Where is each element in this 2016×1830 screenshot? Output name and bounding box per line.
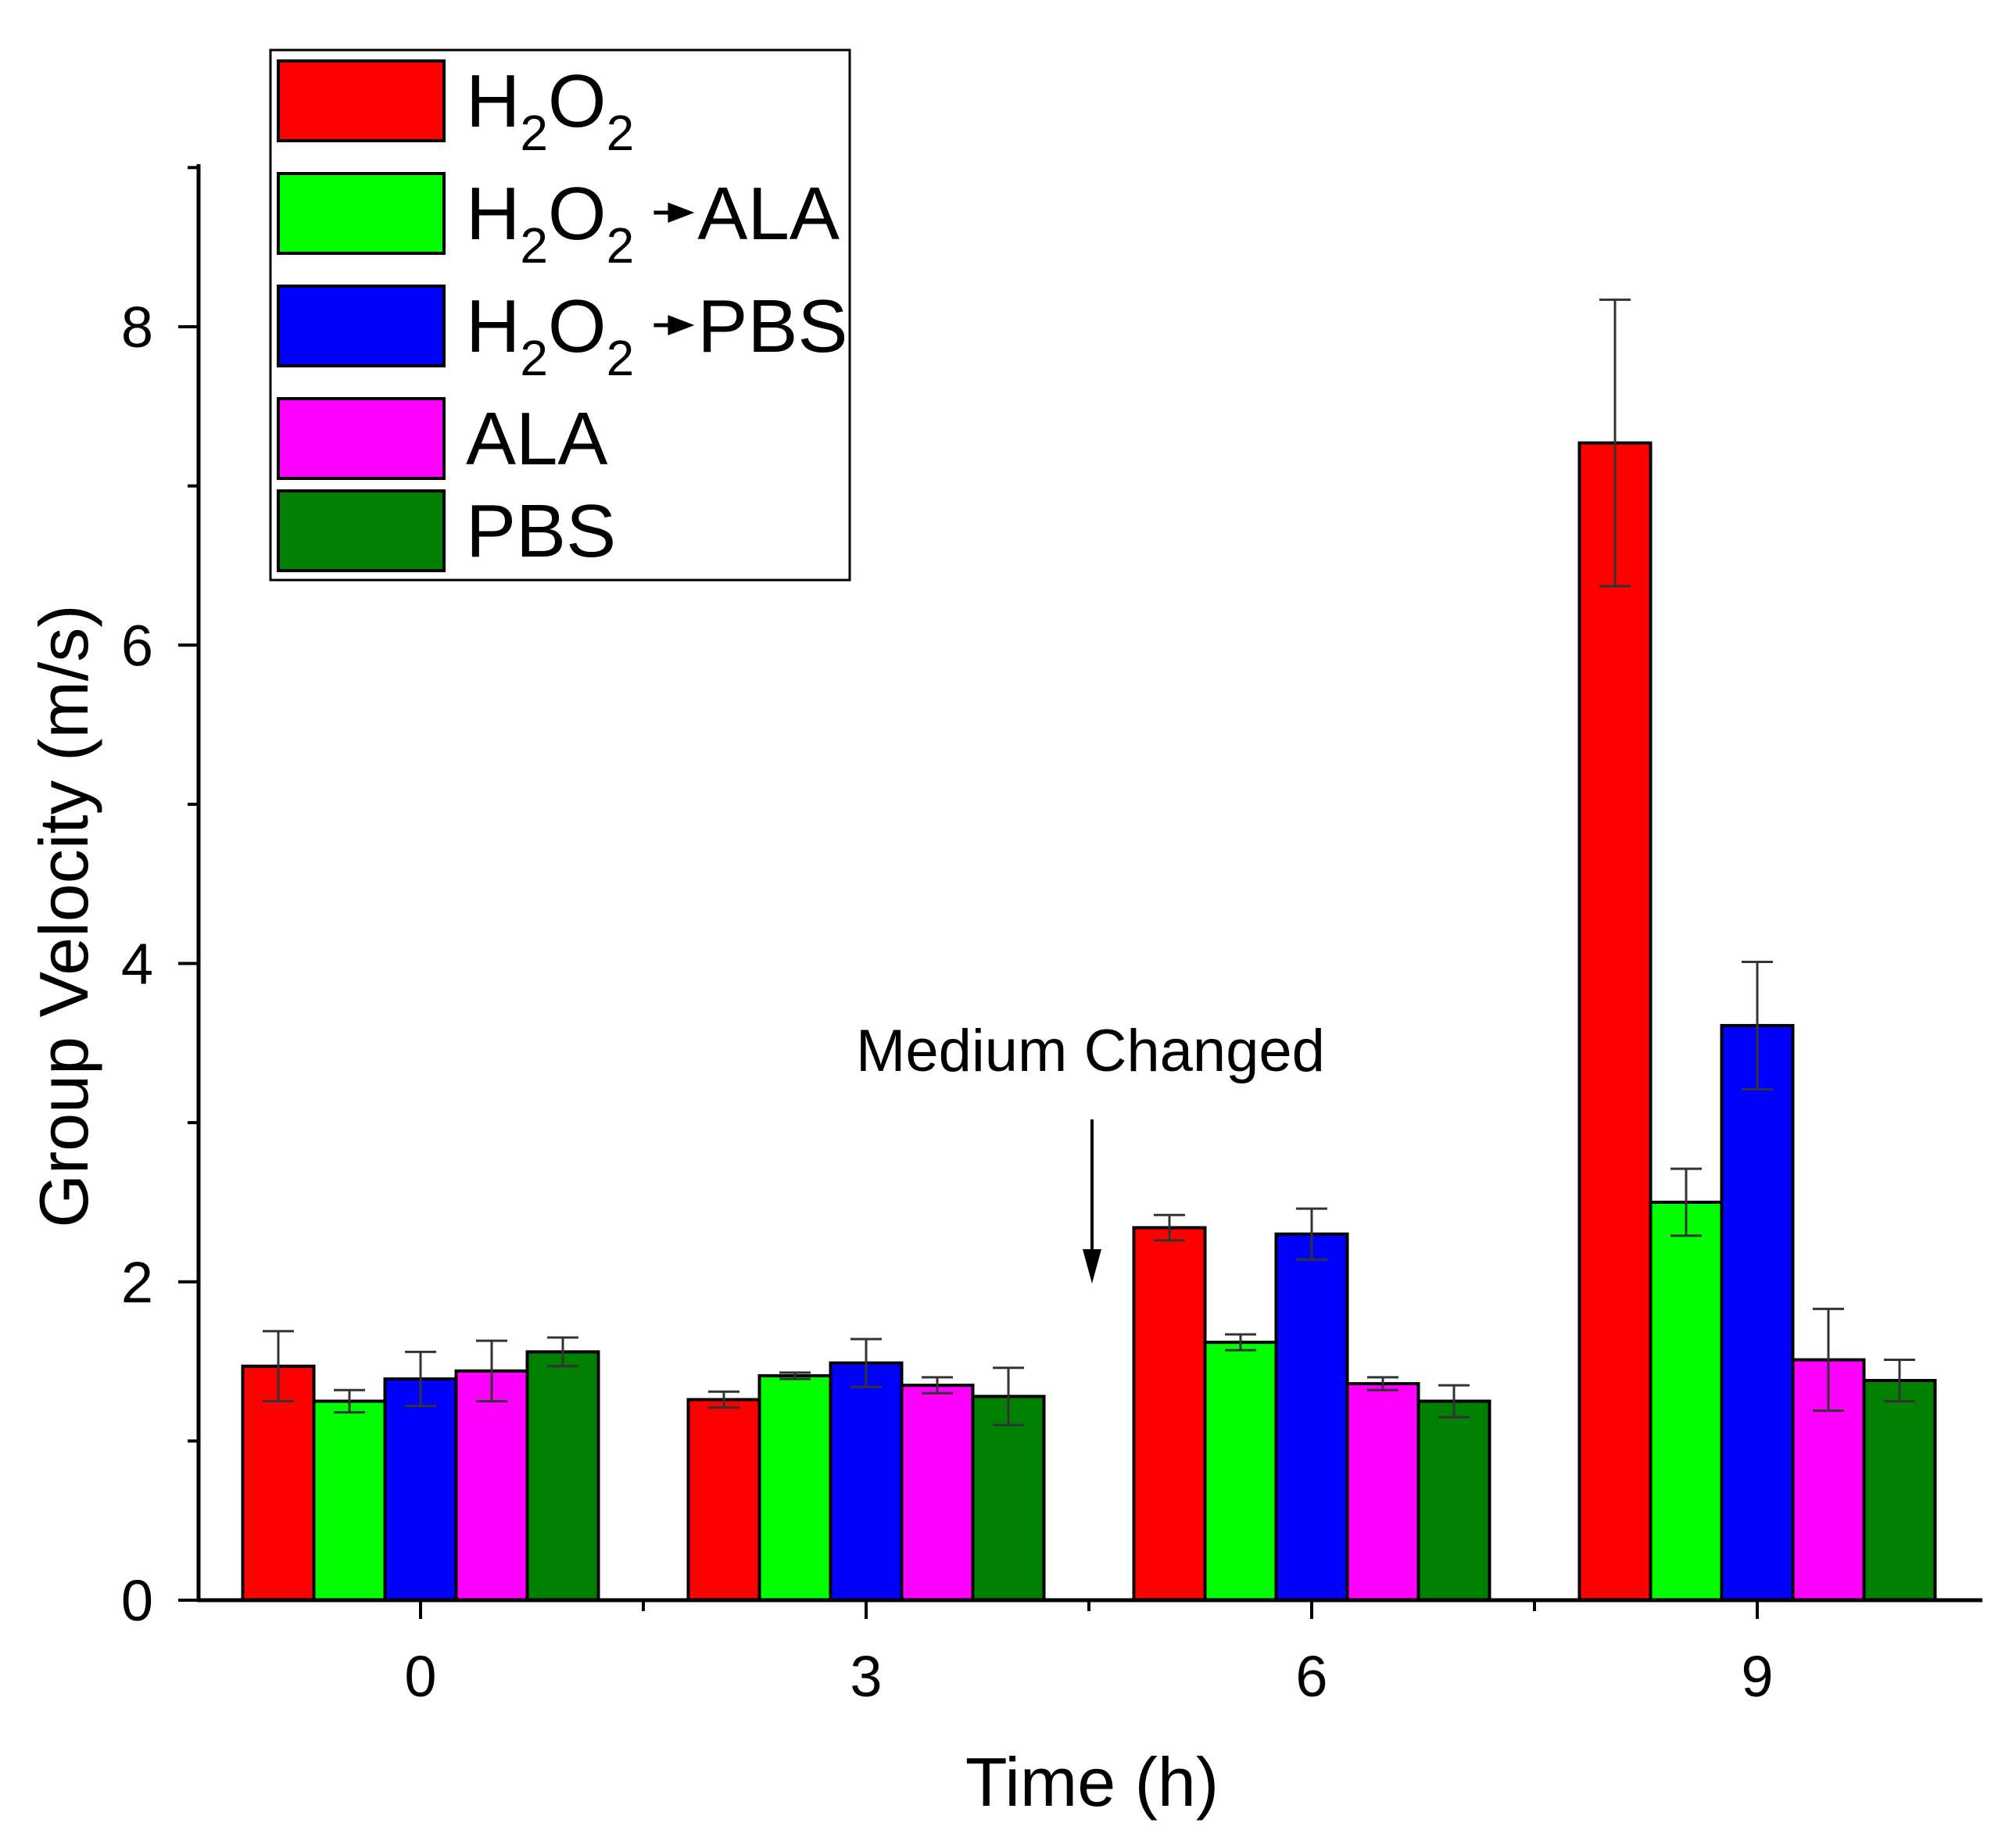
error-bar — [993, 1366, 1024, 1427]
legend-swatch — [277, 489, 446, 572]
bar-ala-t6 — [1345, 1382, 1420, 1602]
error-bar — [1884, 1359, 1915, 1402]
y-axis-title: Group Velocity (m/s) — [25, 604, 102, 1227]
y-tick-label: 8 — [121, 295, 153, 360]
error-bar — [708, 1390, 739, 1409]
y-tick-label: 4 — [121, 932, 153, 997]
bar-h2o2-t0 — [241, 1364, 316, 1602]
y-tick-label: 6 — [121, 613, 153, 678]
y-tick-label: 2 — [121, 1250, 153, 1315]
legend-label: H2O2 — [466, 285, 649, 386]
bar-ala-t0 — [454, 1369, 529, 1603]
annotation-text: Medium Changed — [856, 1018, 1325, 1084]
legend-entry: ALA — [277, 397, 607, 481]
legend-entry: PBS — [277, 489, 616, 573]
x-tick-label: 9 — [1741, 1644, 1773, 1709]
error-bar — [1813, 1307, 1844, 1413]
bar-ala-t3 — [900, 1384, 975, 1602]
legend-label: H2O2 — [466, 172, 649, 274]
legend-label-suffix: ALA — [697, 172, 839, 256]
legend-entry: H2O2 ALA — [277, 172, 840, 274]
error-bar — [1599, 298, 1631, 588]
error-bar — [922, 1376, 953, 1395]
error-bar — [1438, 1384, 1470, 1419]
error-bar — [1367, 1376, 1398, 1391]
bar-h2o2-pbs-t6 — [1274, 1232, 1349, 1602]
error-bar — [850, 1338, 882, 1388]
error-bar — [334, 1388, 365, 1414]
bar-h2o2-t9 — [1577, 441, 1653, 1602]
legend-label: H2O2 — [466, 59, 634, 161]
error-bar — [405, 1350, 436, 1408]
legend-label: PBS — [466, 489, 616, 573]
error-bar — [1154, 1213, 1185, 1242]
x-axis-title: Time (h) — [965, 1743, 1219, 1821]
legend-swatch — [277, 397, 446, 480]
error-bar — [1225, 1333, 1256, 1352]
error-bar — [547, 1336, 578, 1368]
bar-h2o2-pbs-t9 — [1720, 1023, 1795, 1602]
annotation: Medium Changed — [856, 1018, 1325, 1284]
error-bar — [476, 1339, 507, 1402]
bar-pbs-t0 — [525, 1350, 600, 1602]
legend-arrow-head — [668, 202, 695, 223]
legend-entry: H2O2 PBS — [277, 285, 848, 386]
error-bar — [779, 1371, 811, 1381]
legend-entry: H2O2 — [277, 59, 634, 161]
error-bar — [1296, 1207, 1327, 1261]
bar-h2o2-ala-t3 — [757, 1373, 833, 1603]
y-tick-label: 0 — [121, 1568, 153, 1633]
bar-pbs-t9 — [1862, 1378, 1937, 1603]
tick-labels-layer: 0 2 4 6 8 0 3 6 9 — [121, 295, 1774, 1709]
error-bar — [1742, 960, 1773, 1090]
axes-layer — [178, 164, 1982, 1619]
bar-pbs-t6 — [1416, 1399, 1491, 1602]
legend-swatch — [277, 59, 446, 142]
error-bar — [1670, 1167, 1702, 1237]
error-bar — [263, 1330, 294, 1402]
bar-h2o2-pbs-t3 — [829, 1361, 904, 1602]
x-tick-label: 3 — [850, 1644, 882, 1709]
legend-swatch — [277, 172, 446, 255]
legend-arrow-head — [668, 315, 695, 335]
bar-h2o2-ala-t9 — [1649, 1200, 1724, 1602]
error-bars-layer — [263, 298, 1915, 1427]
x-tick-label: 6 — [1295, 1644, 1327, 1709]
bar-h2o2-ala-t6 — [1203, 1341, 1278, 1602]
legend-label: ALA — [466, 397, 607, 481]
bar-h2o2-pbs-t0 — [383, 1377, 458, 1603]
legend-label-suffix: PBS — [697, 285, 847, 368]
annotation-arrow-head — [1083, 1249, 1101, 1284]
legend-swatch — [277, 285, 446, 367]
x-tick-label: 0 — [404, 1644, 436, 1709]
bar-h2o2-ala-t0 — [312, 1399, 387, 1602]
bar-h2o2-t6 — [1132, 1226, 1207, 1602]
bar-h2o2-t3 — [686, 1398, 761, 1602]
bar-pbs-t3 — [971, 1395, 1046, 1602]
